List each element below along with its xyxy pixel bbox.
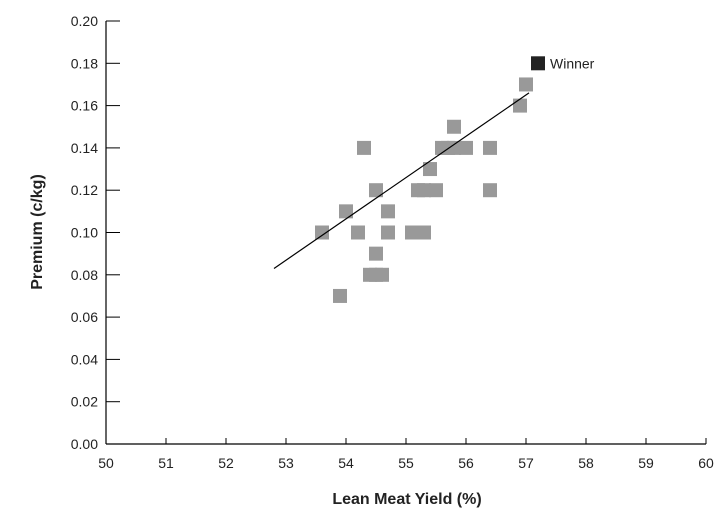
data-point bbox=[447, 119, 461, 134]
axis-ticks: 50 51 52 53 54 55 56 57 58 59 60 0.00 0.02 0.04 0.06 0.… bbox=[71, 13, 714, 471]
y-tick-label: 0.16 bbox=[71, 98, 98, 114]
data-points bbox=[315, 77, 533, 303]
y-tick-label: 0.20 bbox=[71, 13, 98, 29]
trendline bbox=[273, 92, 530, 269]
y-tick-label: 0.12 bbox=[71, 182, 98, 198]
data-point bbox=[369, 183, 383, 198]
data-point bbox=[459, 140, 473, 155]
data-point bbox=[513, 98, 527, 113]
winner-point bbox=[531, 56, 545, 71]
x-tick-label: 60 bbox=[698, 455, 714, 471]
y-tick-label: 0.06 bbox=[71, 309, 98, 325]
x-tick-label: 54 bbox=[338, 455, 354, 471]
y-tick-label: 0.00 bbox=[71, 436, 98, 452]
data-point bbox=[369, 246, 383, 261]
x-tick-label: 58 bbox=[578, 455, 594, 471]
data-point bbox=[381, 225, 395, 240]
x-tick-label: 52 bbox=[218, 455, 234, 471]
data-point bbox=[339, 204, 353, 219]
x-tick-label: 51 bbox=[158, 455, 174, 471]
data-point bbox=[351, 225, 365, 240]
trendline-group bbox=[273, 92, 530, 269]
x-tick-label: 50 bbox=[98, 455, 114, 471]
winner-group: Winner bbox=[531, 55, 595, 71]
y-tick-label: 0.18 bbox=[71, 55, 98, 71]
data-point bbox=[417, 225, 431, 240]
y-axis-title: Premium (c/kg) bbox=[29, 174, 46, 290]
data-point bbox=[447, 140, 461, 155]
data-point bbox=[483, 183, 497, 198]
x-tick-label: 57 bbox=[518, 455, 534, 471]
data-point bbox=[519, 77, 533, 92]
data-point bbox=[375, 267, 389, 282]
y-tick-label: 0.14 bbox=[71, 140, 98, 156]
data-point bbox=[315, 225, 329, 240]
data-point bbox=[357, 140, 371, 155]
x-axis-title: Lean Meat Yield (%) bbox=[332, 491, 481, 508]
y-tick-label: 0.02 bbox=[71, 394, 98, 410]
x-tick-label: 53 bbox=[278, 455, 294, 471]
y-tick-label: 0.10 bbox=[71, 225, 98, 241]
data-point bbox=[333, 288, 347, 303]
data-point bbox=[423, 162, 437, 177]
y-tick-label: 0.04 bbox=[71, 351, 98, 367]
x-tick-label: 55 bbox=[398, 455, 414, 471]
data-point bbox=[429, 183, 443, 198]
data-point bbox=[483, 140, 497, 155]
y-tick-label: 0.08 bbox=[71, 267, 98, 283]
winner-label: Winner bbox=[550, 55, 595, 71]
x-tick-label: 59 bbox=[638, 455, 654, 471]
data-point bbox=[381, 204, 395, 219]
x-tick-label: 56 bbox=[458, 455, 474, 471]
data-point bbox=[417, 183, 431, 198]
